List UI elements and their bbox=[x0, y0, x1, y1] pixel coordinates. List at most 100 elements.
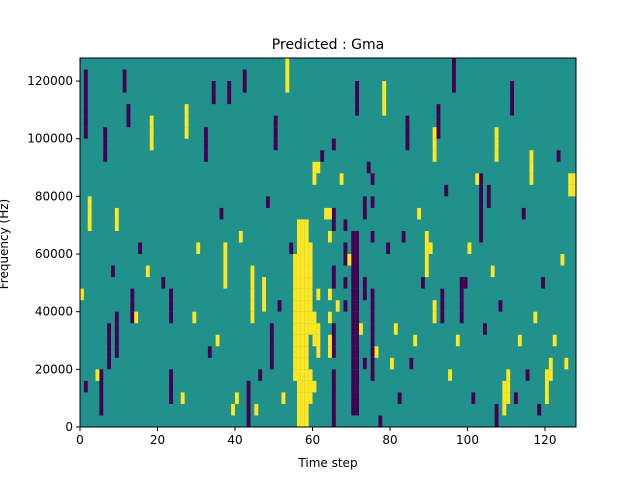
heatmap-cell bbox=[300, 334, 305, 347]
heatmap-cell bbox=[316, 334, 321, 347]
y-tick-label: 60000 bbox=[35, 247, 73, 261]
heatmap-cell bbox=[99, 380, 104, 393]
heatmap-cell bbox=[235, 392, 239, 404]
heatmap-cell bbox=[304, 311, 309, 324]
heatmap-cell bbox=[432, 138, 437, 151]
heatmap-cell bbox=[498, 300, 503, 312]
heatmap-cell bbox=[560, 254, 565, 266]
heatmap-cell bbox=[122, 81, 127, 93]
heatmap-cell bbox=[479, 196, 484, 208]
heatmap-cell bbox=[355, 380, 360, 393]
heatmap-cell bbox=[273, 127, 278, 139]
heatmap-cell bbox=[444, 184, 449, 197]
heatmap-cell bbox=[331, 415, 336, 427]
y-axis-label: Frequency (Hz) bbox=[0, 199, 11, 290]
heatmap-cell bbox=[506, 392, 511, 404]
heatmap-cell bbox=[223, 254, 228, 266]
heatmap-cell bbox=[421, 277, 425, 289]
heatmap-cell bbox=[300, 346, 305, 358]
heatmap-cell bbox=[362, 207, 367, 220]
x-tick-label: 120 bbox=[534, 433, 557, 447]
heatmap-cell bbox=[529, 173, 534, 185]
heatmap-cell bbox=[169, 392, 174, 404]
heatmap-cell bbox=[312, 334, 317, 347]
heatmap-cell bbox=[355, 311, 360, 324]
heatmap-cell bbox=[304, 254, 309, 266]
heatmap-cell bbox=[138, 242, 143, 255]
heatmap-cell bbox=[393, 323, 398, 335]
heatmap-cell bbox=[308, 300, 313, 312]
heatmap-cell bbox=[227, 81, 232, 93]
y-tick-label: 120000 bbox=[27, 74, 73, 88]
heatmap-cell bbox=[304, 300, 309, 312]
heatmap-cell bbox=[293, 277, 298, 289]
heatmap-cell bbox=[355, 357, 360, 370]
heatmap-cell bbox=[432, 300, 437, 312]
y-tick-label: 100000 bbox=[27, 132, 73, 146]
heatmap-cell bbox=[269, 357, 274, 370]
heatmap-cell bbox=[297, 346, 301, 358]
heatmap-cell bbox=[207, 346, 212, 358]
heatmap-cell bbox=[370, 196, 375, 208]
heatmap-cell bbox=[378, 415, 383, 427]
heatmap-cell bbox=[297, 288, 301, 301]
heatmap-cell bbox=[366, 161, 371, 174]
y-tick-label: 20000 bbox=[35, 362, 73, 376]
heatmap-cell bbox=[308, 323, 313, 335]
heatmap-cell bbox=[517, 334, 522, 347]
heatmap-cell bbox=[107, 346, 112, 358]
y-tick-label: 40000 bbox=[35, 305, 73, 319]
x-tick-label: 60 bbox=[305, 433, 320, 447]
heatmap-cell bbox=[246, 403, 251, 416]
heatmap-cell bbox=[545, 369, 549, 381]
heatmap-cell bbox=[204, 138, 208, 151]
heatmap-cell bbox=[432, 311, 437, 324]
heatmap-cell bbox=[428, 242, 433, 255]
heatmap-cell bbox=[99, 403, 104, 416]
heatmap-cell bbox=[308, 369, 313, 381]
heatmap-cells bbox=[80, 58, 577, 427]
heatmap-cell bbox=[362, 357, 367, 370]
heatmap-cell bbox=[300, 230, 305, 243]
heatmap-cell bbox=[502, 392, 507, 404]
heatmap-cell bbox=[355, 288, 360, 301]
heatmap-cell bbox=[308, 311, 313, 324]
x-axis-label: Time step bbox=[297, 456, 357, 470]
heatmap-cell bbox=[339, 173, 344, 185]
heatmap-cell bbox=[494, 150, 499, 162]
heatmap-cell bbox=[300, 288, 305, 301]
heatmap-cell bbox=[316, 161, 321, 174]
heatmap-cell bbox=[548, 357, 553, 370]
heatmap-cell bbox=[347, 254, 352, 266]
heatmap-cell bbox=[533, 311, 538, 324]
heatmap-cell bbox=[297, 334, 301, 347]
heatmap-cell bbox=[521, 207, 526, 220]
heatmap-cell bbox=[529, 161, 534, 174]
heatmap-cell bbox=[351, 288, 356, 301]
x-tick-label: 20 bbox=[150, 433, 165, 447]
heatmap-cell bbox=[312, 161, 317, 174]
heatmap-cell bbox=[262, 300, 267, 312]
heatmap-cell bbox=[506, 369, 511, 381]
heatmap-cell bbox=[502, 380, 507, 393]
heatmap-cell bbox=[304, 369, 309, 381]
heatmap-cell bbox=[269, 334, 274, 347]
heatmap-cell bbox=[293, 254, 298, 266]
heatmap-cell bbox=[459, 277, 464, 289]
heatmap-cell bbox=[331, 334, 336, 347]
heatmap-cell bbox=[331, 369, 336, 381]
heatmap-cell bbox=[304, 265, 309, 278]
heatmap-cell bbox=[328, 334, 332, 347]
heatmap-cell bbox=[328, 207, 332, 220]
heatmap-cell bbox=[161, 277, 166, 289]
heatmap-cell bbox=[351, 230, 356, 243]
heatmap-cell bbox=[300, 254, 305, 266]
heatmap-cell bbox=[99, 369, 104, 381]
heatmap-cell bbox=[149, 138, 154, 151]
heatmap-cell bbox=[111, 265, 115, 278]
heatmap-cell bbox=[308, 288, 313, 301]
heatmap-cell bbox=[316, 323, 321, 335]
chart-title: Predicted : Gma bbox=[272, 37, 384, 53]
heatmap-cell bbox=[297, 242, 301, 255]
heatmap-cell bbox=[304, 346, 309, 358]
